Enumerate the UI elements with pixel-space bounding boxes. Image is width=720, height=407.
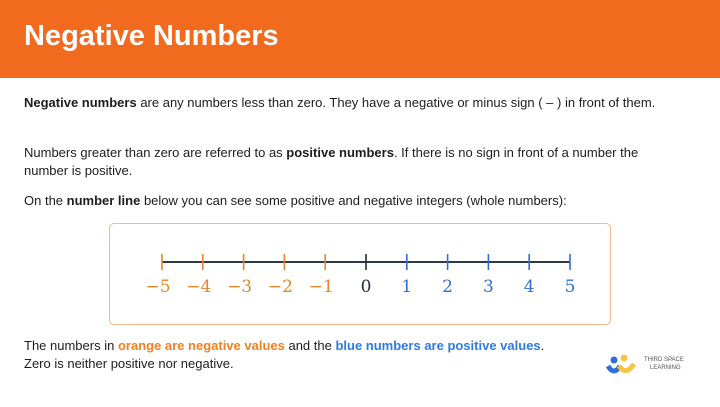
logo-icon — [606, 354, 637, 374]
text: On the — [24, 193, 67, 208]
header-banner: Negative Numbers — [0, 0, 720, 78]
tick-label: −1 — [309, 277, 334, 297]
page-title: Negative Numbers — [24, 20, 279, 52]
tick-label: 0 — [361, 277, 372, 297]
text: Zero is neither positive nor negative. — [24, 356, 234, 371]
paragraph-footer: The numbers in orange are negative value… — [24, 337, 664, 373]
text: . If there is no sign in front of a numb… — [24, 145, 639, 178]
blue-highlight: blue numbers are positive values — [335, 338, 541, 353]
logo-text: THIRD SPACE — [644, 357, 684, 363]
number-line-box — [109, 223, 611, 325]
text: Numbers greater than zero are referred t… — [24, 145, 287, 160]
third-space-learning-logo: THIRD SPACE LEARNING — [606, 352, 706, 378]
term-negative-numbers: Negative numbers — [24, 95, 137, 110]
tick-label: 1 — [401, 277, 412, 297]
term-positive-numbers: positive numbers — [286, 145, 394, 160]
text: below you can see some positive and nega… — [140, 193, 567, 208]
tick-label: 5 — [565, 277, 576, 297]
orange-highlight: orange are negative values — [117, 338, 285, 353]
tick-label: 2 — [442, 277, 453, 297]
text: . — [540, 338, 545, 353]
text: are any numbers less than zero. They hav… — [136, 95, 656, 110]
text: and the — [284, 338, 336, 353]
tick-label: 3 — [483, 277, 494, 297]
logo-text: LEARNING — [650, 365, 681, 371]
tick-label: 4 — [524, 277, 535, 297]
tick-label: −3 — [227, 277, 252, 297]
paragraph-number-line: On the number line below you can see som… — [24, 192, 664, 210]
tick-label: −5 — [145, 277, 170, 297]
term-number-line: number line — [66, 193, 141, 208]
paragraph-positive: Numbers greater than zero are referred t… — [24, 144, 644, 180]
text: The numbers in — [24, 338, 118, 353]
tick-label: −2 — [268, 277, 293, 297]
paragraph-definition: Negative numbers are any numbers less th… — [24, 94, 664, 112]
tick-label: −4 — [186, 277, 211, 297]
